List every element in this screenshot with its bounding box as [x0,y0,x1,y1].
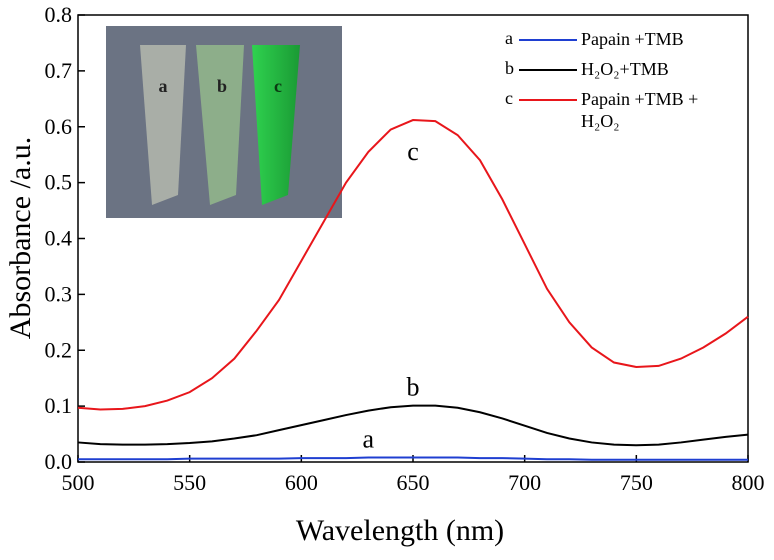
curve-label: a [363,425,375,454]
x-tick-label: 550 [173,470,206,495]
legend-label: Papain +TMB + H₂O₂ [581,89,699,131]
legend-key: b [505,58,514,78]
inset-label: c [274,76,282,96]
legend-label: H₂O₂+TMB [581,59,669,79]
curve-label: b [407,373,420,402]
legend-swatch [519,99,577,101]
y-tick-label: 0.4 [45,226,73,251]
legend-entry: a Papain +TMB [505,28,735,50]
legend-entry: b H₂O₂+TMB [505,58,735,80]
inset-label: b [217,76,227,96]
y-tick-label: 0.7 [45,58,73,83]
inset-label: a [159,76,168,96]
curve-label: c [407,137,419,166]
x-tick-label: 700 [508,470,541,495]
y-tick-label: 0.5 [45,170,73,195]
y-tick-label: 0.8 [45,2,73,27]
legend-key: a [505,28,513,48]
series-line [78,456,748,461]
x-tick-label: 800 [732,470,765,495]
y-tick-label: 0.6 [45,114,73,139]
legend-entry: c Papain +TMB + H₂O₂ [505,88,735,132]
y-tick-label: 0.0 [45,449,73,474]
series-line [77,404,749,447]
x-tick-label: 650 [397,470,430,495]
series-line [77,119,749,411]
legend-key: c [505,88,513,108]
legend-label: Papain +TMB [581,29,684,49]
legend-swatch [519,39,577,41]
legend: a Papain +TMB b H₂O₂+TMB c Papain +TMB + H₂O₂ [505,28,735,140]
x-tick-label: 500 [62,470,95,495]
y-tick-label: 0.3 [45,281,73,306]
inset-photo [106,26,342,218]
y-axis-title: Absorbance /a.u. [4,137,37,339]
legend-swatch [519,69,577,71]
x-tick-label: 600 [285,470,318,495]
y-tick-label: 0.2 [45,337,73,362]
x-tick-label: 750 [620,470,653,495]
y-tick-label: 0.1 [45,393,73,418]
x-axis-title: Wavelength (nm) [296,514,504,547]
